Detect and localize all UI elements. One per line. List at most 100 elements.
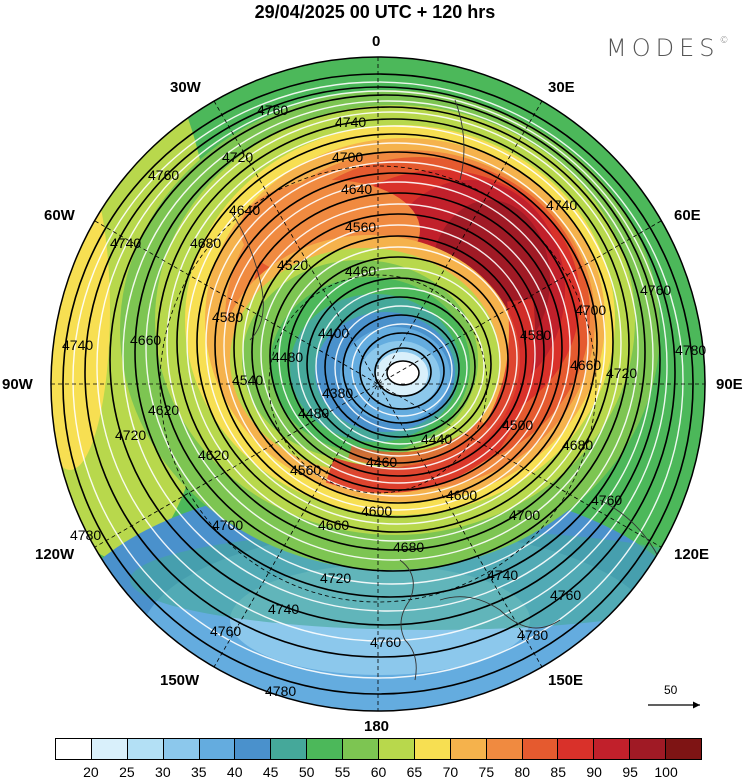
contour-label: 4700	[509, 507, 540, 523]
contour-label: 4500	[502, 417, 533, 433]
contour-label: 4740	[268, 601, 299, 617]
contour-label: 4740	[546, 197, 577, 213]
contour-label: 4480	[272, 349, 303, 365]
colorbar-cell	[450, 739, 487, 759]
map-border	[50, 56, 706, 712]
colorbar	[55, 738, 702, 760]
colorbar-cell	[486, 739, 523, 759]
colorbar-labels: 20 25 30 35 40 45 50 55 60 65 70 75 80 85 90 95 100	[55, 764, 702, 782]
colorbar-cell	[163, 739, 200, 759]
colorbar-cell	[343, 739, 380, 759]
lon-label-60e: 60E	[674, 207, 701, 224]
lon-label-90e: 90E	[716, 376, 743, 393]
colorbar-tick-label: 20	[83, 764, 99, 780]
colorbar-cell	[91, 739, 128, 759]
contour-label: 4460	[345, 263, 376, 279]
lon-label-60w: 60W	[44, 207, 75, 224]
colorbar-tick-label: 50	[298, 764, 315, 780]
lon-label-180: 180	[364, 718, 390, 735]
colorbar-cell	[56, 739, 92, 759]
lon-label-30w: 30W	[170, 79, 201, 96]
colorbar-cell	[235, 739, 272, 759]
map-title: 29/04/2025 00 UTC + 120 hrs	[254, 2, 496, 22]
reference-vector-label: 50	[664, 683, 678, 697]
colorbar-tick-label: 85	[550, 764, 567, 780]
contour-label: 4400	[318, 325, 349, 341]
contour-label: 4660	[130, 332, 161, 348]
contour-label: 4560	[345, 219, 376, 235]
contour-label: 4660	[318, 517, 349, 533]
colorbar-cell	[271, 739, 308, 759]
contour-label: 4460	[366, 454, 397, 470]
contour-label: 4780	[675, 342, 706, 358]
contour-label: 4680	[393, 539, 424, 555]
brand-logo: MODES©	[606, 34, 729, 62]
contour-label: 4740	[335, 114, 366, 130]
lon-label-150e: 150E	[548, 672, 584, 689]
colorbar-tick-label: 70	[442, 764, 459, 780]
colorbar-tick-label: 55	[334, 764, 351, 780]
contour-label: 4600	[446, 487, 477, 503]
contour-label: 4740	[110, 235, 141, 251]
contour-label: 4760	[640, 282, 671, 298]
contour-label: 4440	[421, 431, 452, 447]
contour-label: 4720	[606, 365, 637, 381]
colorbar-tick-label: 45	[262, 764, 279, 780]
contour-label: 4720	[115, 427, 146, 443]
height-contours	[62, 73, 694, 695]
colorbar-tick-label: 75	[478, 764, 495, 780]
contour-label: 4720	[222, 149, 253, 165]
colorbar-tick-label: 80	[514, 764, 531, 780]
contour-label: 4540	[232, 372, 263, 388]
contour-label: 4760	[591, 492, 622, 508]
contour-label: 4480	[298, 405, 329, 421]
contour-label: 4700	[212, 517, 243, 533]
colorbar-cell	[379, 739, 415, 759]
contour-label: 4700	[575, 302, 606, 318]
colorbar-tick-label: 95	[622, 764, 638, 780]
contour-label: 4640	[229, 202, 260, 218]
colorbar-tick-label: 90	[586, 764, 602, 780]
contour-label: 4640	[341, 181, 372, 197]
colorbar-tick-label: 30	[155, 764, 171, 780]
colorbar-tick-label: 60	[370, 764, 387, 780]
contour-label: 4780	[70, 527, 101, 543]
colorbar-cell	[199, 739, 236, 759]
colorbar-cell	[630, 739, 667, 759]
lon-label-0: 0	[372, 33, 381, 50]
contour-label: 4780	[265, 683, 296, 699]
contour-label: 4780	[517, 627, 548, 643]
colorbar-cell	[522, 739, 559, 759]
colorbar-tick-label: 100	[654, 764, 678, 780]
colorbar-cell	[666, 739, 702, 759]
lon-label-120w: 120W	[35, 546, 75, 563]
lon-label-30e: 30E	[548, 79, 575, 96]
colorbar-cell	[558, 739, 595, 759]
contour-label: 4600	[361, 503, 392, 519]
contour-label: 4620	[148, 402, 179, 418]
contour-label: 4660	[570, 357, 601, 373]
contour-label: 4580	[520, 327, 551, 343]
coastlines	[229, 99, 661, 681]
contour-label: 4720	[320, 570, 351, 586]
contour-label: 4760	[257, 102, 288, 118]
colorbar-cell	[414, 739, 451, 759]
graticule	[51, 57, 705, 711]
contour-label: 4760	[550, 587, 581, 603]
colorbar-cell	[307, 739, 344, 759]
contour-label: 4560	[290, 462, 321, 478]
contour-label: 4680	[562, 437, 593, 453]
lon-label-90w: 90W	[2, 376, 33, 393]
colorbar-tick-label: 65	[406, 764, 423, 780]
contour-label: 4700	[332, 149, 363, 165]
contour-label: 4740	[487, 567, 518, 583]
lon-label-150w: 150W	[160, 672, 200, 689]
colorbar-tick-label: 25	[119, 764, 135, 780]
contour-label: 4520	[277, 257, 308, 273]
contour-label: 4760	[210, 623, 241, 639]
colorbar-tick-label: 40	[226, 764, 243, 780]
contour-label: 4580	[212, 309, 243, 325]
contour-label: 4380	[322, 385, 353, 401]
contour-label: 4760	[148, 167, 179, 183]
